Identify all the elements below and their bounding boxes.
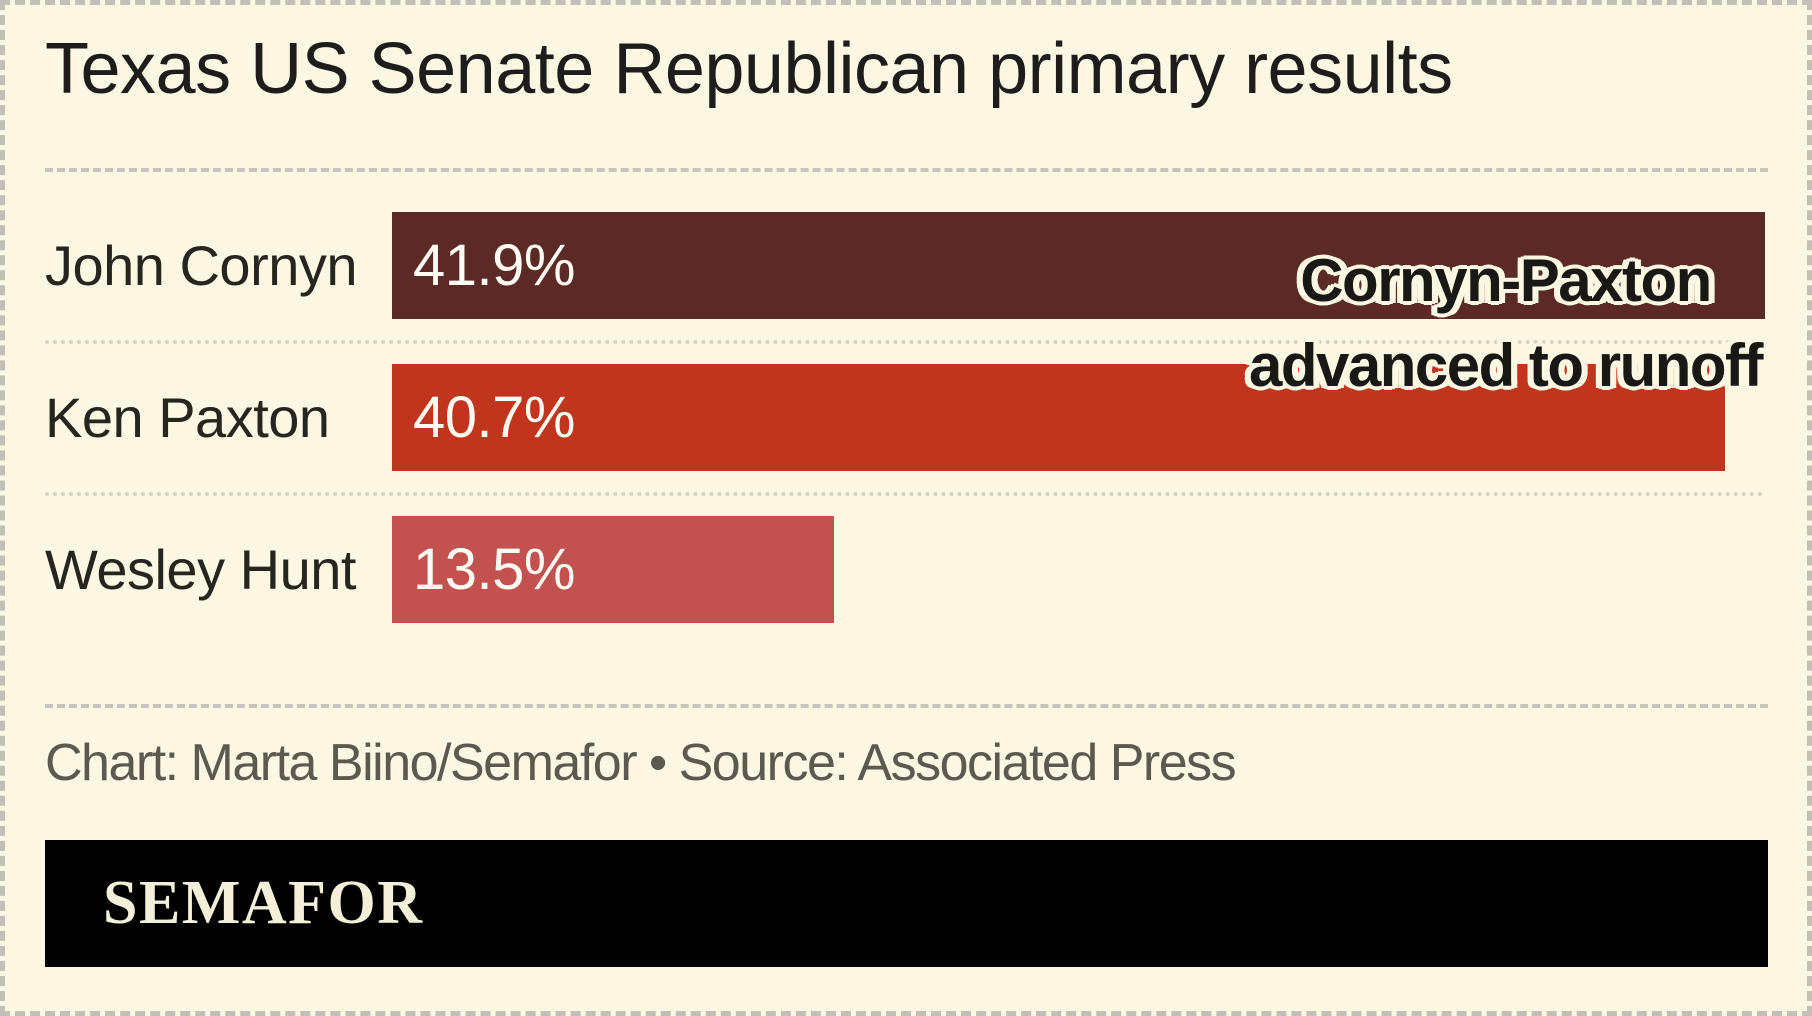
chart-title: Texas US Senate Republican primary resul… xyxy=(45,29,1453,109)
candidate-label: Ken Paxton xyxy=(45,386,330,449)
bar-row: Wesley Hunt 13.5% xyxy=(45,516,1768,623)
candidate-label: Wesley Hunt xyxy=(45,538,356,601)
candidate-label: John Cornyn xyxy=(45,234,358,297)
annotation-line-2: advanced to runoff xyxy=(1248,332,1764,399)
title-separator xyxy=(45,168,1768,172)
semafor-logo: SEMAFOR xyxy=(103,869,424,937)
result-value: 13.5% xyxy=(413,537,575,602)
bar-track: 41.9% xyxy=(392,212,1768,319)
result-bar: 40.7% xyxy=(392,364,1726,471)
chart-credit: Chart: Marta Biino/Semafor • Source: Ass… xyxy=(45,734,1237,792)
bar-track: 40.7% xyxy=(392,364,1768,471)
result-value: 41.9% xyxy=(413,233,575,298)
row-separator xyxy=(45,492,1764,496)
result-bar: 41.9% xyxy=(392,212,1765,319)
semafor-logo-bar: SEMAFOR xyxy=(45,840,1768,967)
bar-track: 13.5% xyxy=(392,516,1768,623)
bar-row: Ken Paxton 40.7% xyxy=(45,364,1768,471)
row-separator xyxy=(45,340,1764,344)
bar-chart: John Cornyn 41.9% Ken Paxton 40.7% Wesle… xyxy=(45,212,1768,623)
result-value: 40.7% xyxy=(413,385,575,450)
bar-row: John Cornyn 41.9% xyxy=(45,212,1768,319)
result-bar: 13.5% xyxy=(392,516,835,623)
chart-annotation: Cornyn-Paxton advanced to runoff xyxy=(1248,238,1764,408)
annotation-line-1: Cornyn-Paxton xyxy=(1300,247,1712,314)
footer-separator xyxy=(45,704,1768,708)
